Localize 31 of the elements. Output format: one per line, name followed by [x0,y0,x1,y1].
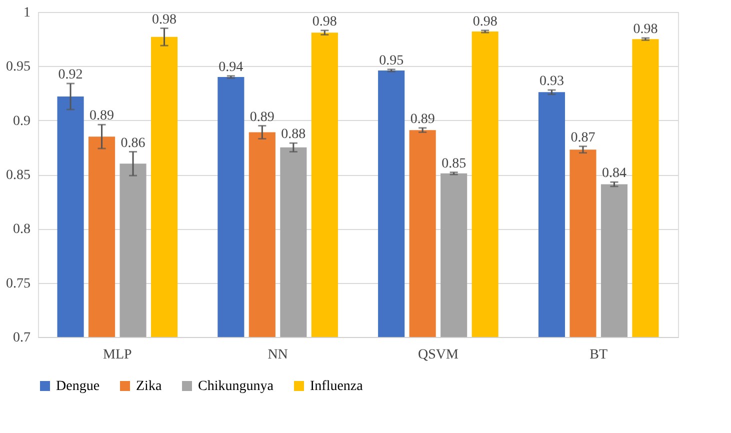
y-tick-label: 0.75 [6,276,30,292]
data-label: 0.98 [472,14,498,30]
x-tick-label: QSVM [418,348,459,362]
y-tick-label: 0.8 [13,222,30,238]
legend-label: Chikungunya [198,379,274,394]
y-tick-label: 0.85 [6,168,30,183]
data-label: 0.88 [281,127,306,142]
data-label: 0.98 [312,14,337,30]
y-tick-label: 0.7 [13,330,30,346]
data-label: 0.89 [90,108,114,124]
legend-label: Influenza [310,379,364,394]
y-tick-label: 1 [24,6,30,20]
data-label: 0.98 [633,22,658,37]
data-label: 0.98 [152,12,177,28]
y-tick-label: 0.9 [13,114,30,129]
x-tick-label: NN [268,348,288,362]
data-label: 0.84 [602,166,626,182]
x-tick-label: BT [590,348,608,362]
data-label: 0.85 [442,156,466,172]
data-label: 0.95 [379,53,404,68]
data-label: 0.89 [250,110,274,125]
data-label: 0.92 [58,68,83,82]
data-label: 0.87 [570,130,596,146]
legend-label: Zika [136,379,162,394]
data-label: 0.94 [218,60,244,75]
data-label: 0.86 [120,136,146,151]
x-tick-label: MLP [103,348,132,362]
data-label: 0.93 [539,74,564,89]
y-tick-label: 0.95 [6,60,30,75]
legend-label: Dengue [56,379,100,394]
data-label: 0.89 [410,112,435,127]
